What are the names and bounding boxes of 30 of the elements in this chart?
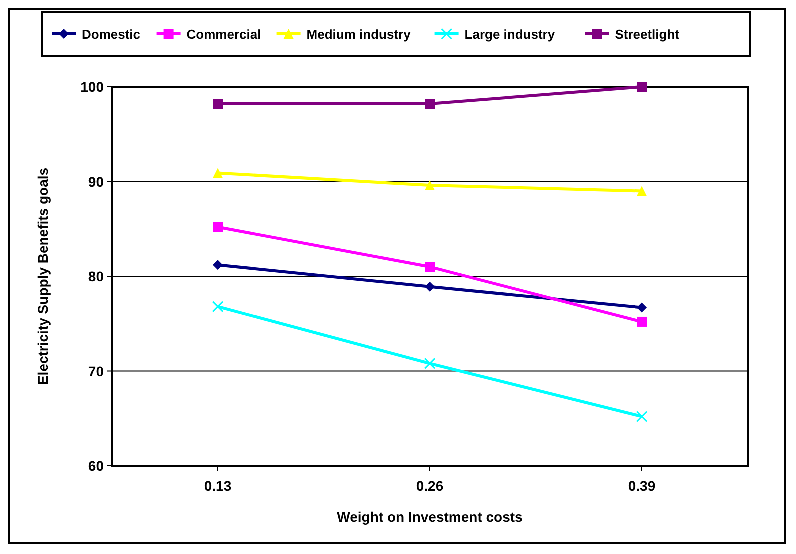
y-tick-label: 80 [88,268,104,284]
legend-label: Large industry [464,27,556,42]
point [212,301,224,313]
point [213,168,223,178]
y-tick-label: 100 [80,79,104,95]
point [636,410,648,422]
point [637,186,647,196]
point [425,262,435,272]
point [213,222,223,232]
point [425,99,435,110]
legend-label: Commercial [186,27,262,42]
y-tick-label: 60 [88,458,104,474]
legend-label: Streetlight [615,27,680,42]
x-tick-label: 0.26 [416,478,444,494]
point [424,358,436,370]
x-tick-label: 0.39 [628,478,656,494]
point [425,180,435,191]
x-tick-label: 0.13 [204,478,232,494]
point [213,99,223,110]
point [637,302,647,313]
y-axis-title: Electricity Supply Benefits goals [35,168,51,386]
y-tick-label: 70 [88,363,104,380]
x-axis-title: Weight on Investment costs [337,509,524,525]
legend-label: Medium industry [306,27,412,42]
point [213,260,223,270]
legend-label: Domestic [82,27,141,42]
point [637,316,647,327]
point [637,82,647,92]
point [425,282,435,292]
y-tick-label: 90 [88,174,104,190]
